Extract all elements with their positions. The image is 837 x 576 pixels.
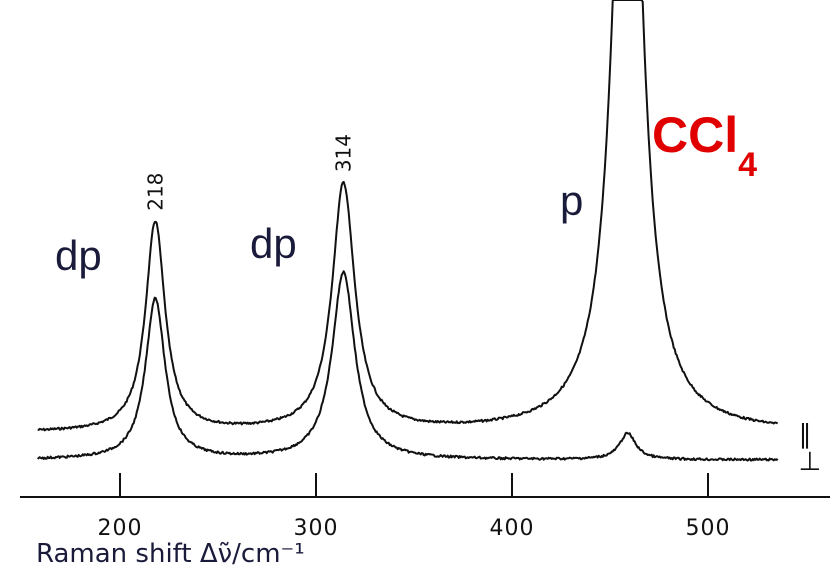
x-tick-label-500: 500 xyxy=(686,516,731,541)
spectrum-traces: ∥⊥ xyxy=(36,0,822,477)
x-tick-label-200: 200 xyxy=(98,516,143,541)
x-axis-label: Raman shift Δν̃/cm⁻¹ xyxy=(36,539,305,569)
series-line-perpendicular xyxy=(36,270,779,462)
x-tick-label-400: 400 xyxy=(490,516,535,541)
molecule-label: CCl4 xyxy=(652,107,757,184)
mode-label-p-459: p xyxy=(560,177,583,224)
annotations: 218 314 dp dp p xyxy=(55,134,583,279)
molecule-formula: CCl xyxy=(652,107,738,163)
peak-label-218: 218 xyxy=(143,173,167,211)
mode-label-dp-314: dp xyxy=(250,220,297,267)
series-label-perpendicular: ⊥ xyxy=(799,447,822,477)
peak-label-314: 314 xyxy=(331,134,355,172)
molecule-subscript: 4 xyxy=(738,146,757,184)
series-line-parallel xyxy=(37,0,778,432)
x-axis-ticks: 200 300 400 500 xyxy=(98,473,731,541)
series-label-parallel: ∥ xyxy=(799,420,812,450)
x-tick-label-300: 300 xyxy=(294,516,339,541)
mode-label-dp-218: dp xyxy=(55,232,102,279)
